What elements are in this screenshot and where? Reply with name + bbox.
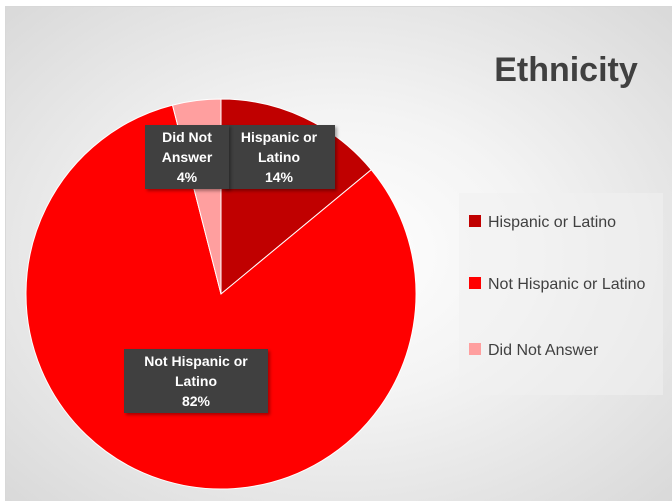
data-label-hispanic-or-latino: Hispanic or Latino 14% <box>223 125 335 189</box>
legend-swatch-hispanic <box>469 215 481 227</box>
chart-area: Ethnicity Hispanic or Latino 14% Not Hisp… <box>5 6 672 501</box>
chart-title: Ethnicity <box>494 51 638 89</box>
legend: Hispanic or Latino Not Hispanic or Latin… <box>459 193 663 395</box>
legend-swatch-did-not-answer <box>469 343 481 355</box>
pie-slice-not-hispanic-or-latino <box>25 104 417 490</box>
legend-item-not-hispanic: Not Hispanic or Latino <box>469 273 658 296</box>
legend-swatch-not-hispanic <box>469 277 481 289</box>
legend-label-hispanic: Hispanic or Latino <box>488 214 617 231</box>
legend-label-did-not-answer: Did Not Answer <box>488 342 599 359</box>
legend-label-not-hispanic: Not Hispanic or Latino <box>488 276 646 293</box>
legend-item-hispanic: Hispanic or Latino <box>469 211 658 234</box>
legend-item-did-not-answer: Did Not Answer <box>469 339 658 362</box>
data-label-not-hispanic-or-latino: Not Hispanic or Latino 82% <box>124 349 268 413</box>
data-label-did-not-answer: Did Not Answer 4% <box>145 125 229 189</box>
